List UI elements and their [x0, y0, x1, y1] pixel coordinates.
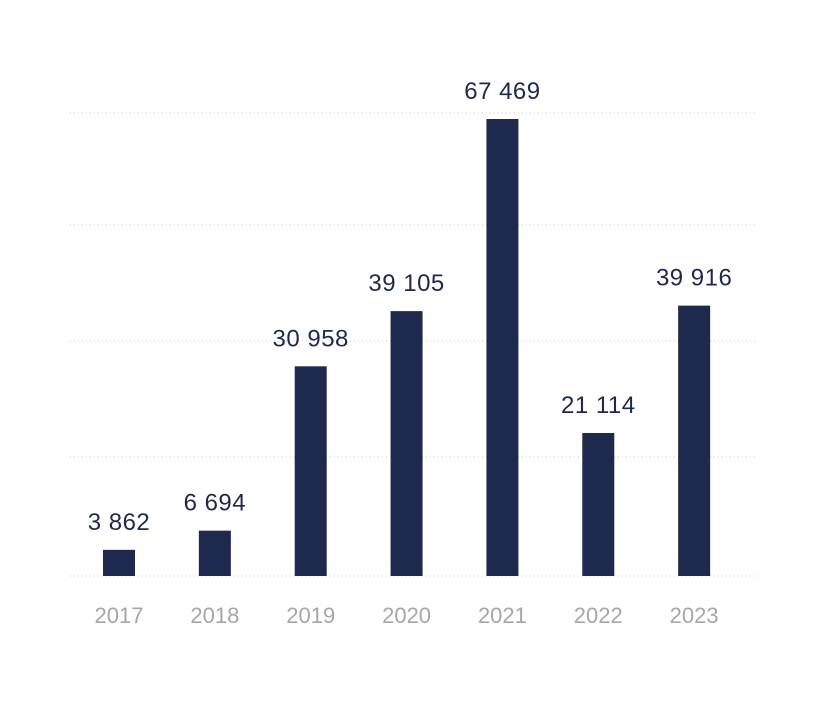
value-label-2022: 21 114 [561, 392, 636, 419]
bar-2017 [103, 549, 135, 576]
bar-2022 [582, 432, 615, 576]
x-tick-2020: 2020 [382, 603, 431, 628]
x-tick-2017: 2017 [95, 603, 144, 628]
x-tick-2023: 2023 [670, 603, 719, 628]
x-axis-ticks: 2017 2018 2019 2020 2021 2022 2023 [95, 603, 719, 628]
bar-2019 [294, 366, 327, 576]
bar-2018 [198, 530, 231, 576]
bar-2020 [390, 311, 423, 576]
bar-2023 [678, 305, 711, 576]
x-tick-2018: 2018 [190, 603, 239, 628]
bar-2021 [486, 119, 519, 576]
x-tick-2019: 2019 [286, 603, 335, 628]
value-label-2020: 39 105 [368, 270, 444, 297]
value-label-2018: 6 694 [184, 490, 247, 517]
value-labels: 3 862 6 694 30 958 39 105 67 469 21 114 39 916 [88, 78, 732, 536]
value-label-2017: 3 862 [88, 509, 151, 536]
x-tick-2022: 2022 [574, 603, 623, 628]
bars [103, 119, 711, 576]
value-label-2021: 67 469 [464, 78, 540, 105]
x-tick-2021: 2021 [478, 603, 527, 628]
value-label-2019: 30 958 [273, 325, 349, 352]
value-label-2023: 39 916 [656, 265, 732, 292]
